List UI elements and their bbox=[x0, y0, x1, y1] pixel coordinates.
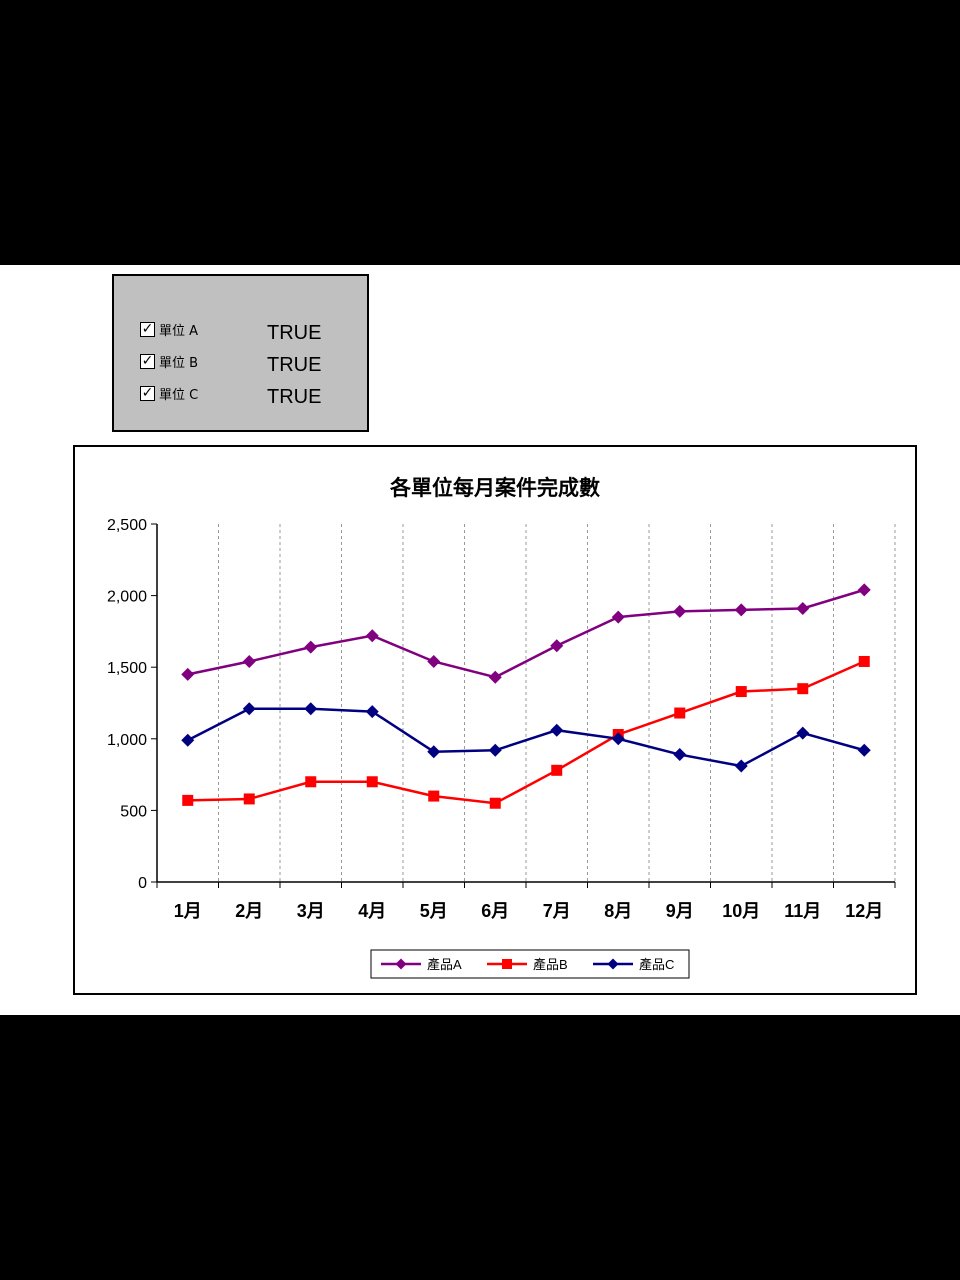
chart-title: 各單位每月案件完成數 bbox=[389, 476, 600, 500]
x-tick-label: 4月 bbox=[358, 901, 386, 921]
checkbox-unit-a[interactable]: ✓ bbox=[140, 321, 155, 337]
data-point-series-1 bbox=[796, 601, 810, 615]
data-point-series-2 bbox=[674, 707, 686, 719]
data-point-series-2 bbox=[428, 790, 440, 802]
data-point-series-3 bbox=[857, 743, 871, 757]
checkbox-unit-b[interactable]: ✓ bbox=[140, 353, 155, 369]
data-point-series-2 bbox=[489, 797, 501, 809]
legend-label: 產品A bbox=[427, 957, 462, 972]
series-line-2 bbox=[187, 660, 865, 805]
data-point-series-3 bbox=[304, 702, 318, 716]
y-tick-label: 1,000 bbox=[107, 732, 147, 749]
data-point-series-3 bbox=[365, 705, 379, 719]
data-point-series-3 bbox=[734, 759, 748, 773]
data-point-series-3 bbox=[796, 726, 810, 740]
legend-label: 產品B bbox=[533, 957, 568, 972]
data-point-series-1 bbox=[550, 639, 564, 653]
worksheet-area: ✓ 單位 A TRUE ✓ 單位 B TRUE ✓ 單位 C TRUE 各單位每… bbox=[0, 265, 960, 1015]
x-tick-label: 10月 bbox=[722, 901, 760, 921]
legend-marker bbox=[607, 958, 619, 970]
series-line-3 bbox=[187, 707, 865, 768]
control-panel: ✓ 單位 A TRUE ✓ 單位 B TRUE ✓ 單位 C TRUE bbox=[112, 274, 369, 432]
data-point-series-1 bbox=[304, 640, 318, 654]
value-unit-a: TRUE bbox=[267, 322, 322, 344]
data-point-series-2 bbox=[366, 776, 378, 788]
chart-frame: 各單位每月案件完成數 0 500 1,000 1,500 2,000 2,500 1月 2月 3… bbox=[73, 445, 917, 995]
checkbox-unit-c[interactable]: ✓ bbox=[140, 385, 155, 401]
x-tick-label: 7月 bbox=[543, 901, 571, 921]
data-point-series-1 bbox=[734, 603, 748, 617]
data-point-series-3 bbox=[611, 732, 625, 746]
x-tick-label: 6月 bbox=[481, 901, 509, 921]
series-line-1 bbox=[187, 588, 865, 679]
data-point-series-1 bbox=[857, 583, 871, 597]
y-tick-label: 1,500 bbox=[107, 660, 147, 677]
data-point-series-1 bbox=[488, 670, 502, 684]
data-point-series-3 bbox=[181, 733, 195, 747]
legend-marker bbox=[502, 959, 512, 969]
data-point-series-1 bbox=[427, 654, 441, 668]
checkbox-label-unit-b: 單位 B bbox=[159, 355, 199, 371]
checkbox-row-unit-a[interactable]: ✓ 單位 A bbox=[140, 317, 198, 341]
y-tick-label: 500 bbox=[120, 803, 147, 820]
x-tick-label: 2月 bbox=[235, 901, 263, 921]
y-tick-label: 2,000 bbox=[107, 589, 147, 606]
data-point-series-1 bbox=[673, 604, 687, 618]
checkbox-row-unit-b[interactable]: ✓ 單位 B bbox=[140, 349, 198, 373]
data-point-series-1 bbox=[611, 610, 625, 624]
data-point-series-2 bbox=[797, 683, 809, 695]
x-tick-label: 9月 bbox=[666, 901, 694, 921]
data-point-series-3 bbox=[427, 745, 441, 759]
x-tick-label: 12月 bbox=[845, 901, 883, 921]
x-tick-label: 1月 bbox=[174, 901, 202, 921]
legend-label: 產品C bbox=[639, 957, 674, 972]
value-unit-c: TRUE bbox=[267, 386, 322, 408]
data-point-series-3 bbox=[673, 748, 687, 762]
line-chart: 各單位每月案件完成數 0 500 1,000 1,500 2,000 2,500 1月 2月 3… bbox=[107, 476, 896, 979]
legend bbox=[370, 949, 690, 979]
data-point-series-2 bbox=[858, 655, 870, 667]
data-point-series-2 bbox=[182, 794, 194, 806]
data-point-series-1 bbox=[365, 629, 379, 643]
x-tick-label: 5月 bbox=[420, 901, 448, 921]
data-point-series-3 bbox=[550, 723, 564, 737]
data-point-series-2 bbox=[551, 764, 563, 776]
data-point-series-3 bbox=[242, 702, 256, 716]
x-tick-label: 8月 bbox=[604, 901, 632, 921]
data-point-series-1 bbox=[242, 654, 256, 668]
checkbox-label-unit-c: 單位 C bbox=[159, 387, 199, 403]
data-point-series-2 bbox=[243, 793, 255, 805]
data-point-series-2 bbox=[305, 776, 317, 788]
data-point-series-2 bbox=[735, 686, 747, 698]
y-tick-label: 2,500 bbox=[107, 517, 147, 534]
checkbox-label-unit-a: 單位 A bbox=[159, 323, 199, 339]
data-point-series-3 bbox=[488, 743, 502, 757]
x-tick-label: 3月 bbox=[297, 901, 325, 921]
checkbox-row-unit-c[interactable]: ✓ 單位 C bbox=[140, 381, 198, 405]
data-point-series-1 bbox=[181, 667, 195, 681]
value-unit-b: TRUE bbox=[267, 354, 322, 376]
y-tick-label: 0 bbox=[138, 875, 147, 892]
legend-marker bbox=[395, 958, 407, 970]
x-tick-label: 11月 bbox=[784, 901, 821, 921]
